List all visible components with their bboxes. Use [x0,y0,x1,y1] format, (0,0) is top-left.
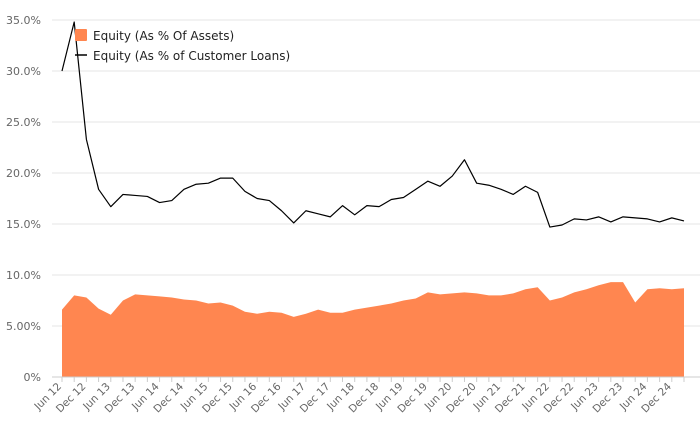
legend-swatch-equity-assets [75,29,87,41]
y-tick-label: 35.0% [6,14,41,27]
y-tick-label: 5.00% [6,320,41,333]
y-tick-label: 25.0% [6,116,41,129]
y-tick-label: 30.0% [6,65,41,78]
y-tick-label: 20.0% [6,167,41,180]
area-series-group [62,282,684,377]
legend: Equity (As % Of Assets) Equity (As % of … [75,29,290,63]
legend-label-equity-assets: Equity (As % Of Assets) [93,29,234,43]
y-tick-label: 15.0% [6,218,41,231]
legend-label-equity-loans: Equity (As % of Customer Loans) [93,49,290,63]
line-series-equity-loans [61,21,685,228]
y-tick-label: 0% [24,371,41,384]
line-series-group [61,21,685,228]
area-series-equity-assets [62,282,684,377]
y-axis: 0% 5.00% 10.0% 15.0% 20.0% 25.0% 30.0% 35.0% [6,14,41,384]
y-tick-label: 10.0% [6,269,41,282]
